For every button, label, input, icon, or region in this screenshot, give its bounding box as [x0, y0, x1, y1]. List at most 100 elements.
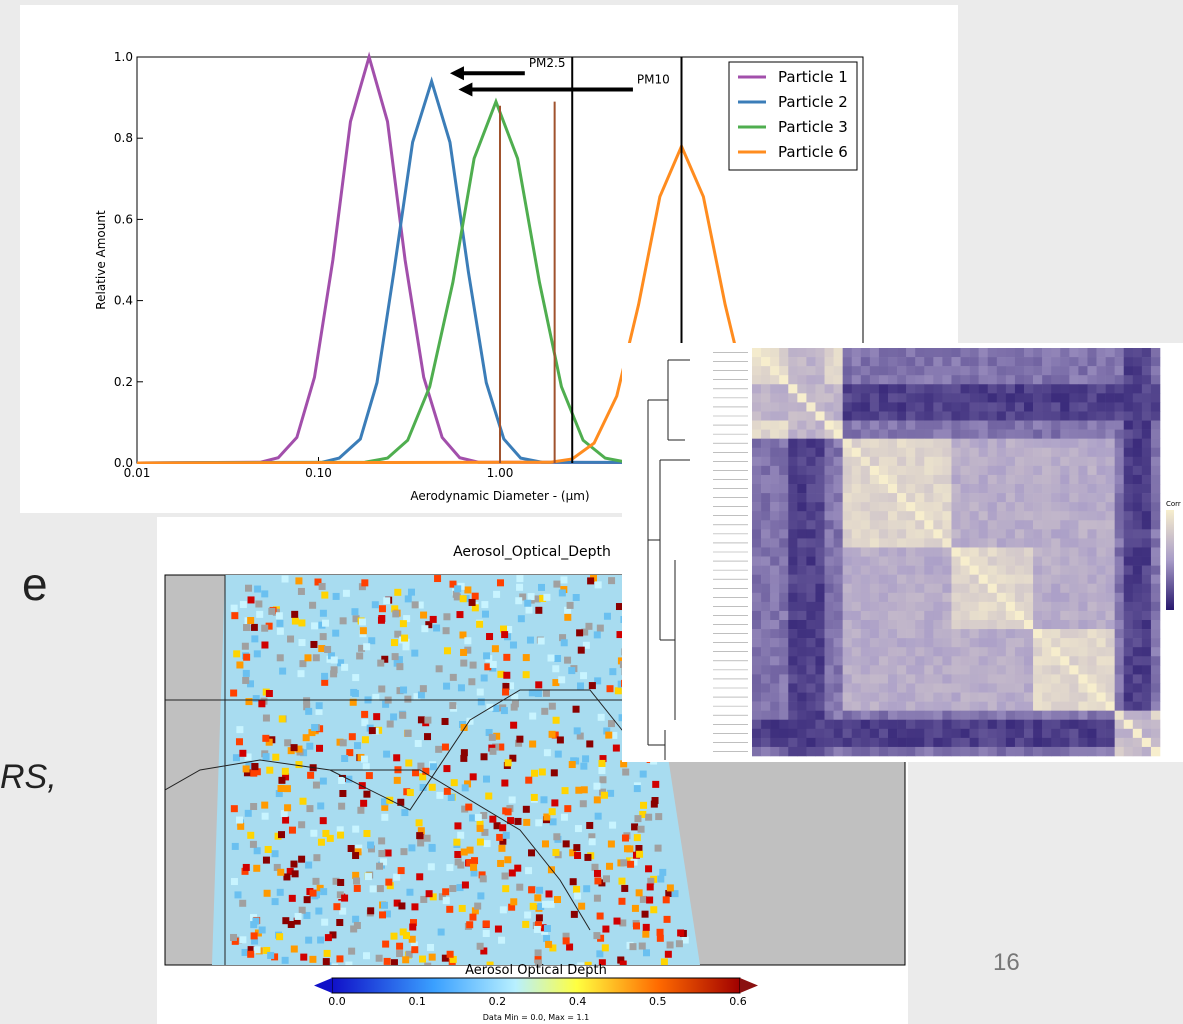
heatmap-cell	[770, 656, 780, 666]
heatmap-cell	[1051, 520, 1061, 530]
heatmap-cell	[942, 484, 952, 494]
heatmap-cell	[815, 710, 825, 721]
heatmap-cell	[996, 474, 1007, 485]
heatmap-cell	[1051, 737, 1061, 748]
heatmap-cell	[969, 411, 979, 421]
map-cell	[621, 834, 629, 842]
heatmap-cell	[942, 529, 952, 539]
heatmap-cell	[996, 610, 1007, 621]
heatmap-cell	[1042, 402, 1052, 412]
map-cell	[330, 656, 338, 664]
map-cell	[619, 960, 627, 965]
heatmap-cell	[1123, 665, 1134, 675]
heatmap-cell	[1123, 384, 1134, 394]
map-cell	[566, 943, 574, 951]
colorbar-label: 0.5	[649, 995, 667, 1008]
heatmap-cell	[788, 429, 798, 439]
map-cell	[562, 840, 570, 848]
heatmap-cell	[933, 357, 943, 367]
map-cell	[324, 645, 332, 653]
heatmap-cell	[951, 384, 961, 394]
heatmap-cell	[1024, 683, 1034, 693]
heatmap-cell	[906, 511, 916, 521]
heatmap-cell	[897, 656, 907, 666]
map-cell	[560, 639, 568, 647]
map-cell	[505, 625, 513, 633]
map-cell	[321, 678, 329, 686]
heatmap-cell	[987, 620, 998, 630]
heatmap-cell	[942, 511, 952, 521]
map-cell	[449, 885, 457, 893]
heatmap-cell	[824, 547, 834, 557]
heatmap-cell	[1150, 638, 1161, 648]
heatmap-cell	[779, 556, 789, 566]
heatmap-cell	[833, 402, 843, 412]
heatmap-cell	[951, 547, 961, 557]
heatmap-cell	[851, 456, 862, 467]
heatmap-cell	[869, 484, 880, 494]
heatmap-cell	[878, 638, 889, 648]
heatmap-cell	[1014, 638, 1025, 648]
heatmap-cell	[842, 384, 853, 394]
heatmap-cell	[906, 665, 916, 675]
heatmap-cell	[752, 629, 762, 639]
heatmap-cell	[1042, 629, 1052, 639]
heatmap-cell	[878, 728, 889, 739]
heatmap-cell	[1069, 402, 1079, 412]
heatmap-cell	[1132, 357, 1143, 367]
map-cell	[417, 839, 425, 847]
heatmap-cell	[752, 375, 762, 385]
heatmap-cell	[933, 529, 943, 539]
heatmap-cell	[933, 638, 943, 648]
heatmap-cell	[951, 511, 961, 521]
map-cell	[390, 713, 398, 721]
heatmap-cell	[806, 547, 816, 557]
heatmap-cell	[888, 384, 898, 394]
map-cell	[515, 739, 523, 747]
heatmap-cell	[752, 610, 762, 621]
heatmap-cell	[996, 728, 1007, 739]
map-cell	[239, 899, 247, 907]
map-cell	[449, 955, 457, 963]
heatmap-cell	[942, 393, 952, 403]
heatmap-cell	[978, 493, 989, 503]
map-cell	[332, 629, 340, 637]
heatmap-cell	[1141, 402, 1152, 412]
heatmap-cell	[788, 746, 798, 757]
heatmap-cell	[1005, 556, 1016, 566]
heatmap-cell	[1123, 592, 1134, 603]
heatmap-cell	[942, 556, 952, 566]
heatmap-cell	[1042, 547, 1052, 557]
heatmap-cell	[1150, 447, 1161, 458]
heatmap-cell	[1105, 601, 1115, 612]
heatmap-cell	[1114, 710, 1125, 721]
heatmap-cell	[1096, 366, 1106, 376]
map-cell	[405, 950, 413, 958]
heatmap-cell	[996, 393, 1007, 403]
heatmap-cell	[888, 438, 898, 449]
heatmap-cell	[924, 375, 934, 385]
map-cell	[383, 597, 391, 605]
heatmap-cell	[1014, 665, 1025, 675]
map-cell	[534, 959, 542, 965]
heatmap-cell	[1024, 484, 1034, 494]
heatmap-cell	[915, 692, 925, 702]
heatmap-cell	[960, 746, 970, 757]
heatmap-cell	[888, 556, 898, 566]
map-cell	[319, 609, 327, 617]
map-cell	[643, 949, 651, 957]
heatmap-cell	[815, 719, 825, 730]
heatmap-cell	[1060, 393, 1070, 403]
map-cell	[609, 668, 617, 676]
map-cell	[271, 850, 279, 858]
map-cell	[639, 770, 647, 778]
heatmap-cell	[1042, 447, 1052, 458]
heatmap-cell	[1033, 656, 1043, 666]
map-cell	[469, 814, 477, 822]
heatmap-cell	[833, 692, 843, 702]
heatmap-cell	[752, 511, 762, 521]
heatmap-cell	[1024, 538, 1034, 548]
map-cell	[583, 885, 591, 893]
map-cell	[429, 615, 437, 623]
heatmap-cell	[888, 683, 898, 693]
